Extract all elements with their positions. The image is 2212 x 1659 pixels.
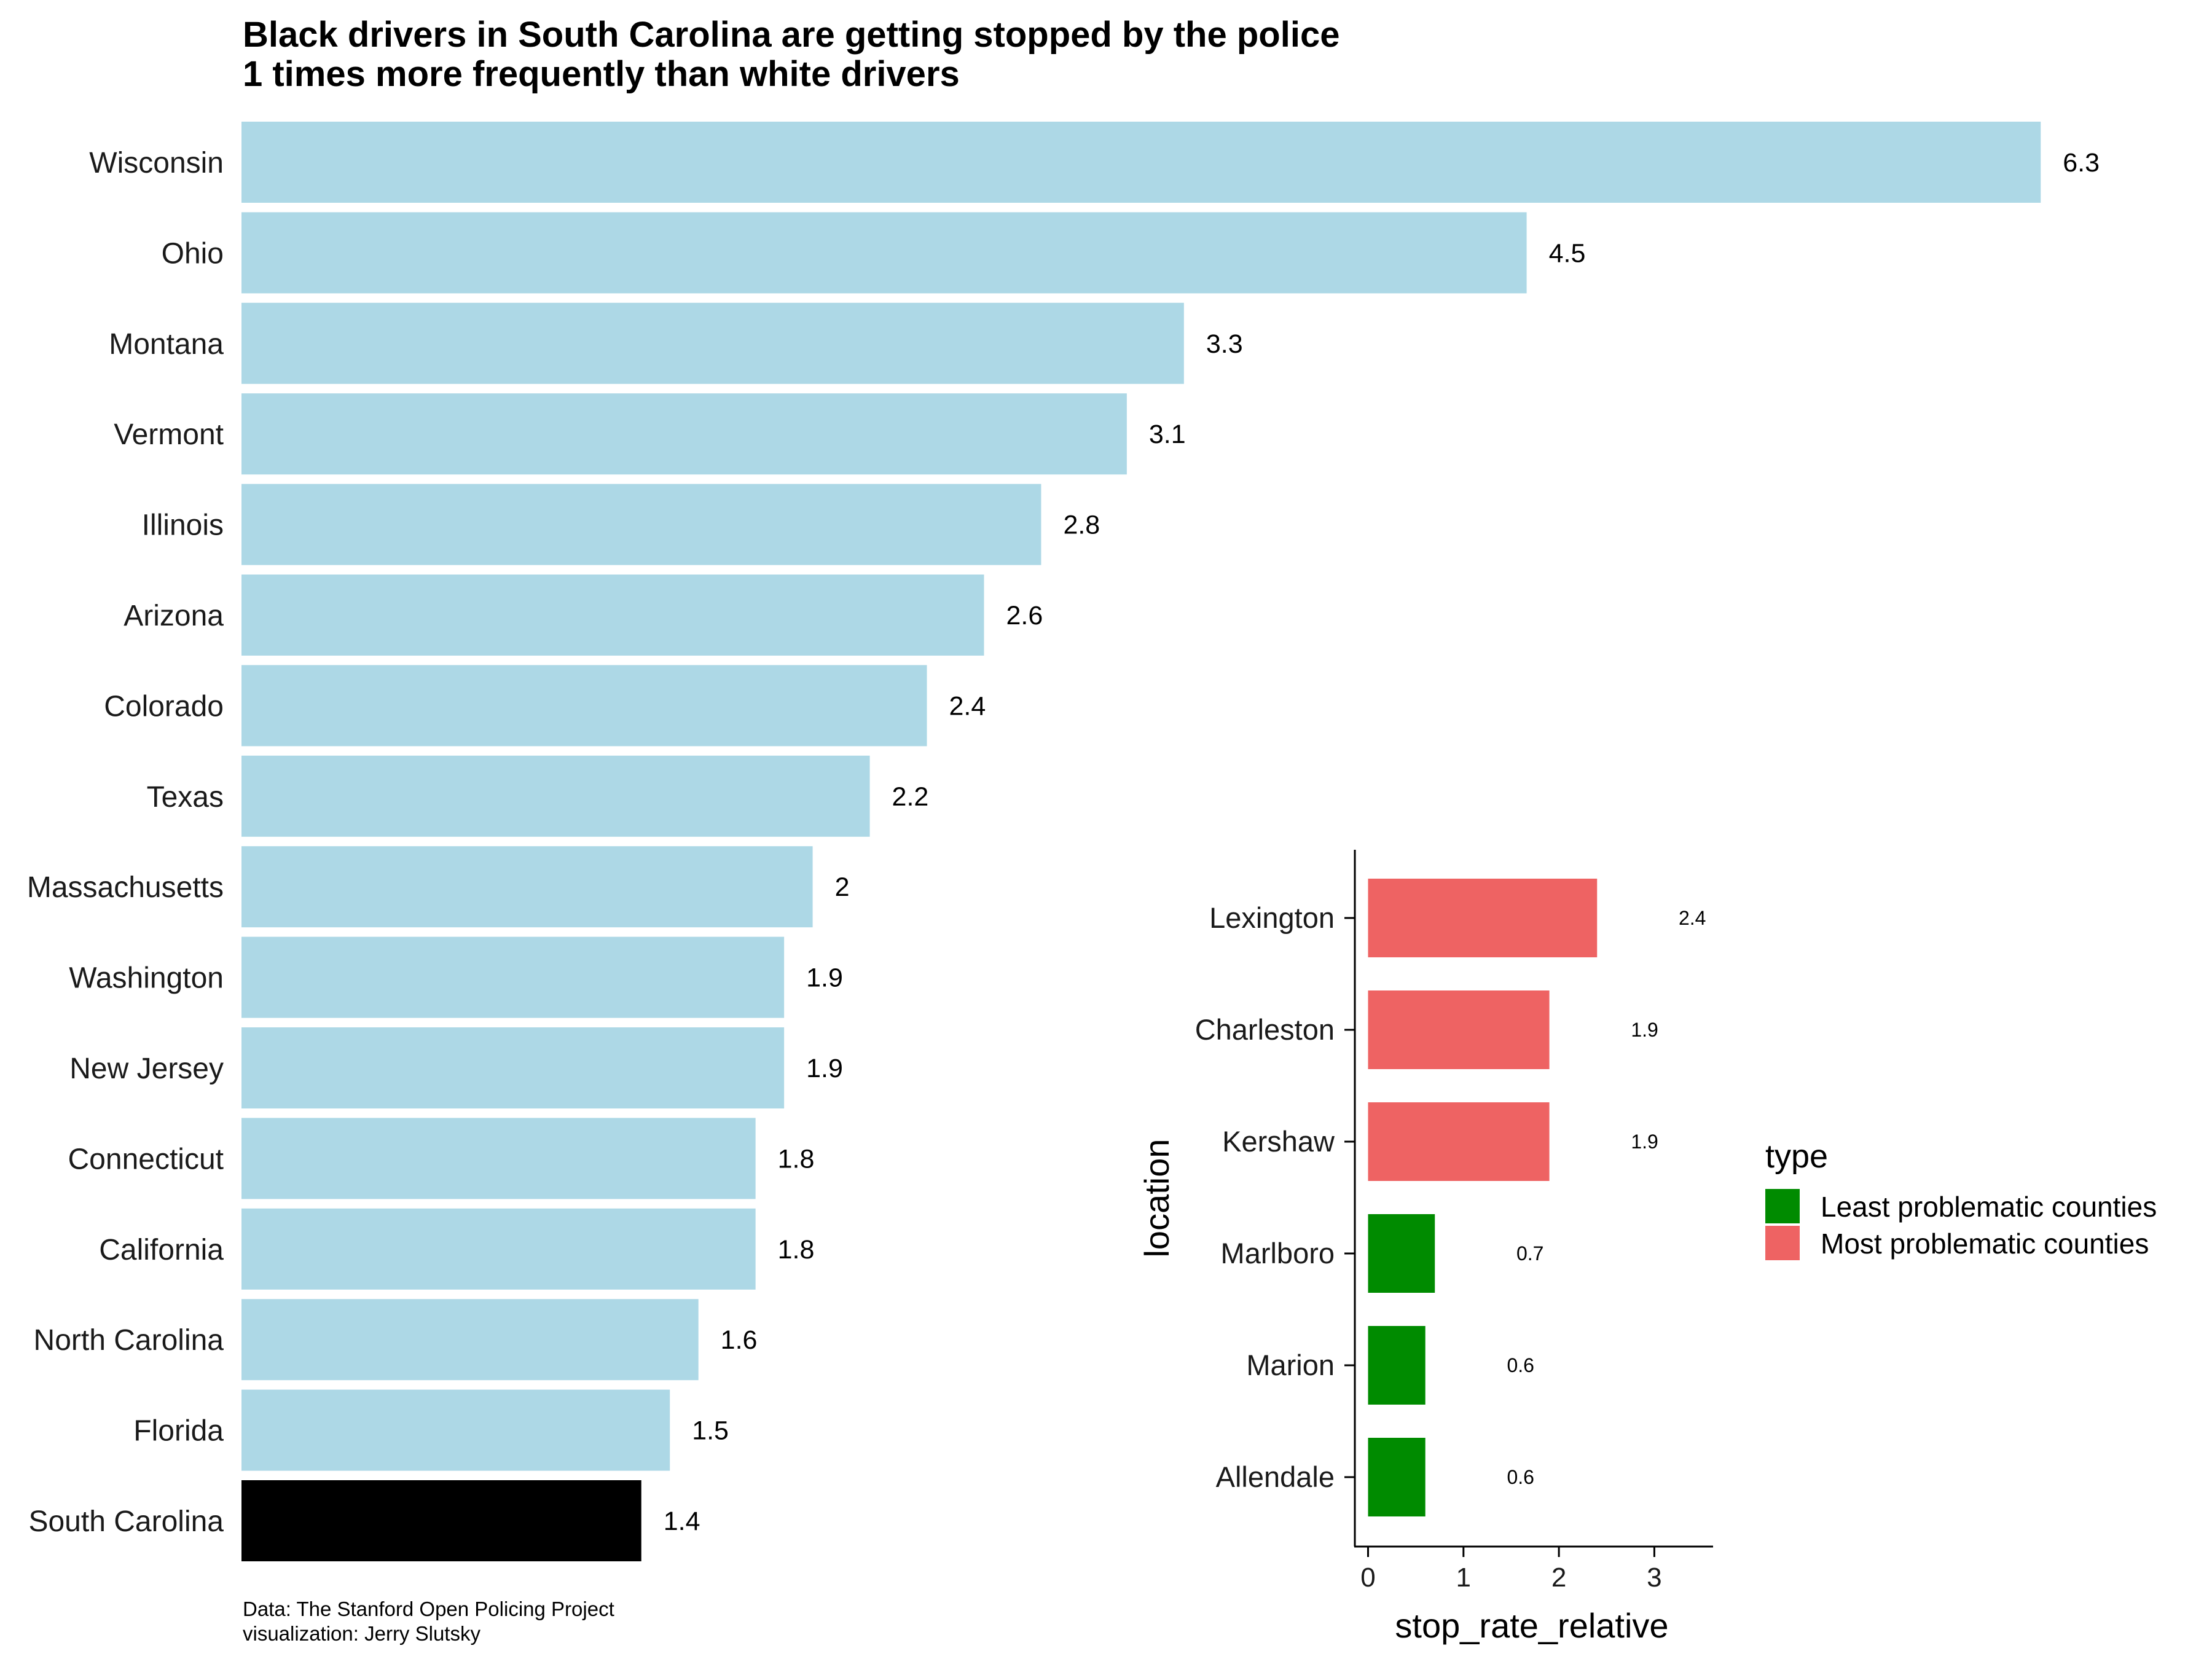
- inset-bars: Lexington 2.4 Charleston 1.9 Kershaw 1.9 Marlb…: [1195, 879, 1706, 1516]
- category-label-north-carolina: North Carolina: [34, 1324, 224, 1357]
- inset-x-tick-label-0: 0: [1360, 1563, 1375, 1593]
- bar-texas: [241, 755, 870, 837]
- value-label-south-carolina: 1.4: [664, 1507, 700, 1536]
- value-label-connecticut: 1.8: [778, 1144, 815, 1174]
- value-label-ohio: 4.5: [1549, 238, 1586, 268]
- category-label-arizona: Arizona: [124, 600, 224, 632]
- bar-south-carolina: [241, 1480, 641, 1561]
- inset-value-label-lexington: 2.4: [1679, 907, 1706, 929]
- bar-north-carolina: [241, 1299, 699, 1381]
- value-label-washington: 1.9: [806, 963, 843, 993]
- inset-category-label-charleston: Charleston: [1195, 1013, 1335, 1046]
- category-label-new-jersey: New Jersey: [69, 1053, 224, 1085]
- bar-new-jersey: [241, 1027, 785, 1108]
- category-label-wisconsin: Wisconsin: [89, 147, 224, 179]
- inset-bar-allendale: [1368, 1438, 1426, 1516]
- inset-value-label-allendale: 0.6: [1507, 1466, 1534, 1488]
- bar-massachusetts: [241, 846, 813, 928]
- value-label-colorado: 2.4: [949, 691, 986, 721]
- value-label-texas: 2.2: [892, 782, 929, 812]
- value-label-vermont: 3.1: [1149, 420, 1186, 449]
- inset-bar-marlboro: [1368, 1214, 1435, 1293]
- inset-category-label-allendale: Allendale: [1216, 1461, 1335, 1493]
- category-label-texas: Texas: [147, 781, 224, 814]
- bar-california: [241, 1208, 756, 1290]
- category-label-florida: Florida: [133, 1415, 224, 1448]
- caption-source: Data: The Stanford Open Policing Project: [243, 1598, 614, 1620]
- bar-montana: [241, 302, 1184, 384]
- value-label-illinois: 2.8: [1063, 511, 1100, 540]
- category-label-colorado: Colorado: [104, 690, 224, 723]
- bar-washington: [241, 936, 785, 1018]
- inset-category-label-marlboro: Marlboro: [1221, 1237, 1335, 1269]
- value-label-montana: 3.3: [1206, 329, 1243, 359]
- bar-wisconsin: [241, 122, 2041, 203]
- inset-value-label-marlboro: 0.7: [1516, 1242, 1543, 1265]
- chart-title-line-2: 1 times more frequently than white drive…: [243, 54, 960, 94]
- inset-bar-kershaw: [1368, 1102, 1550, 1181]
- inset-y-axis-title: location: [1137, 1139, 1176, 1257]
- bar-florida: [241, 1389, 670, 1471]
- category-label-south-carolina: South Carolina: [28, 1505, 224, 1538]
- category-label-massachusetts: Massachusetts: [27, 871, 224, 904]
- bar-illinois: [241, 484, 1041, 565]
- category-label-california: California: [99, 1234, 224, 1266]
- legend-key-most: [1765, 1226, 1800, 1260]
- category-label-washington: Washington: [69, 962, 224, 995]
- inset-x-tick-label-3: 3: [1647, 1563, 1661, 1593]
- category-label-ohio: Ohio: [162, 237, 224, 270]
- legend: type Least problematic counties Most pro…: [1765, 1138, 2157, 1260]
- value-label-north-carolina: 1.6: [721, 1325, 758, 1355]
- bar-vermont: [241, 393, 1127, 475]
- inset-category-label-lexington: Lexington: [1209, 901, 1335, 934]
- category-label-vermont: Vermont: [114, 418, 224, 451]
- inset-category-label-kershaw: Kershaw: [1222, 1125, 1335, 1158]
- bar-arizona: [241, 575, 984, 656]
- value-label-california: 1.8: [778, 1235, 815, 1265]
- inset-value-label-charleston: 1.9: [1631, 1019, 1658, 1041]
- legend-title: type: [1765, 1138, 1828, 1175]
- value-label-new-jersey: 1.9: [806, 1054, 843, 1083]
- inset-value-label-marion: 0.6: [1507, 1354, 1534, 1376]
- inset-value-label-kershaw: 1.9: [1631, 1131, 1658, 1153]
- value-label-wisconsin: 6.3: [2063, 148, 2100, 178]
- county-inset-chart: Lexington 2.4 Charleston 1.9 Kershaw 1.9 Marlb…: [1137, 850, 1713, 1645]
- category-label-illinois: Illinois: [142, 509, 224, 542]
- value-label-massachusetts: 2: [835, 873, 850, 902]
- chart-title: Black drivers in South Carolina are gett…: [243, 15, 1350, 94]
- category-label-montana: Montana: [109, 328, 224, 361]
- bar-ohio: [241, 212, 1527, 294]
- inset-category-label-marion: Marion: [1246, 1349, 1335, 1381]
- value-label-florida: 1.5: [692, 1416, 729, 1446]
- category-label-connecticut: Connecticut: [68, 1143, 224, 1175]
- inset-bar-marion: [1368, 1326, 1426, 1405]
- chart-title-line-1: Black drivers in South Carolina are gett…: [243, 15, 1339, 55]
- inset-x-tick-label-2: 2: [1551, 1563, 1566, 1593]
- inset-x-tick-label-1: 1: [1456, 1563, 1471, 1593]
- inset-bar-charleston: [1368, 990, 1550, 1069]
- bar-connecticut: [241, 1118, 756, 1199]
- legend-label-least: Least problematic counties: [1821, 1191, 2157, 1223]
- inset-x-axis-title: stop_rate_relative: [1395, 1606, 1668, 1645]
- bar-colorado: [241, 665, 927, 747]
- legend-key-least: [1765, 1189, 1800, 1223]
- value-label-arizona: 2.6: [1006, 601, 1043, 630]
- inset-x-ticks: 0 1 2 3: [1360, 1547, 1662, 1593]
- caption-credit: visualization: Jerry Slutsky: [243, 1622, 480, 1645]
- main-bar-chart: Wisconsin 6.3 Ohio 4.5 Montana 3.3 Vermont 3.1 I…: [27, 122, 2100, 1561]
- legend-label-most: Most problematic counties: [1821, 1228, 2149, 1260]
- inset-bar-lexington: [1368, 879, 1598, 957]
